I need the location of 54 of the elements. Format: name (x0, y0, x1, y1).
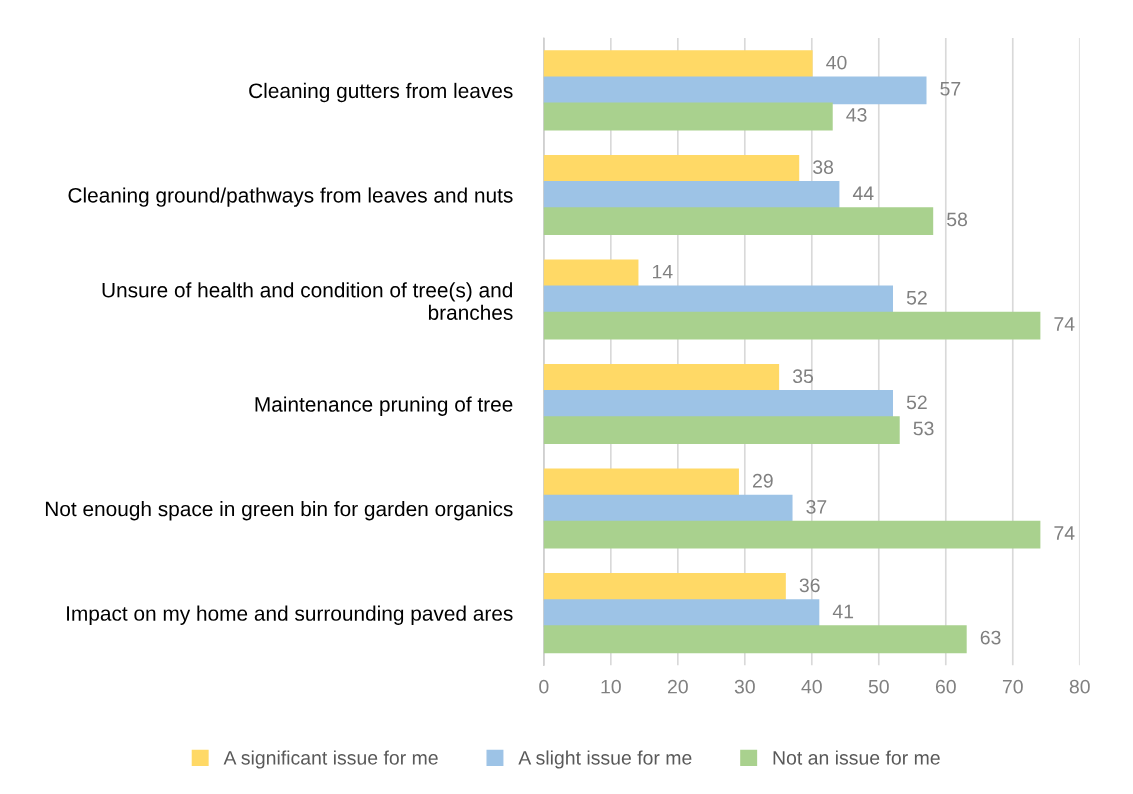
data-label: 74 (1054, 526, 1075, 540)
data-label: 74 (1054, 317, 1075, 331)
bar (543, 625, 967, 654)
bar (543, 50, 813, 79)
y-tick-label: Cleaning gutters from leaves (249, 82, 513, 103)
x-tick-label: 30 (734, 679, 755, 694)
y-tick-label: Impact on my home and surrounding paved ares (67, 605, 513, 625)
bar (543, 494, 793, 523)
bar (543, 599, 820, 628)
bar (543, 573, 786, 601)
x-tick-label: 40 (801, 679, 822, 694)
bar (543, 154, 800, 183)
legend-label: Not an issue for me (773, 750, 940, 765)
data-label: 63 (980, 630, 1001, 645)
data-label: 43 (846, 107, 867, 122)
data-label: 40 (826, 55, 847, 70)
x-tick-label: 10 (601, 679, 621, 694)
bar (543, 468, 739, 497)
data-label: 35 (792, 369, 813, 384)
data-label: 14 (653, 264, 673, 279)
data-label: 38 (813, 160, 834, 175)
bar (543, 207, 934, 235)
x-tick-label: 0 (539, 679, 549, 694)
y-tick-label: Not enough space in green bin for garden organics (45, 501, 513, 521)
x-tick-label: 60 (935, 679, 956, 694)
y-tick-label: Unsure of health and condition of tree(s) and branches (102, 282, 513, 320)
data-label: 57 (940, 82, 961, 96)
bar (543, 259, 639, 288)
data-label: 52 (906, 290, 927, 305)
x-tick-label: 70 (1002, 679, 1023, 694)
y-tick-label: Cleaning ground/pathways from leaves and nuts (68, 187, 513, 207)
data-label: 53 (913, 421, 934, 436)
bar (543, 311, 1041, 340)
bar (543, 285, 894, 314)
data-label: 44 (852, 186, 874, 200)
data-label: 58 (947, 212, 968, 227)
bar (543, 102, 833, 131)
legend-label: A slight issue for me (518, 750, 692, 769)
bar (543, 416, 900, 445)
bar (543, 181, 840, 209)
bar (543, 363, 780, 392)
x-tick-label: 50 (868, 679, 889, 694)
legend-label: A significant issue for me (223, 750, 438, 769)
x-tick-label: 20 (667, 679, 688, 694)
data-label: 41 (832, 604, 854, 619)
data-label: 36 (799, 578, 820, 593)
bar (543, 520, 1041, 549)
y-tick-label: Maintenance pruning of tree (255, 396, 513, 416)
data-label: 29 (752, 473, 773, 488)
bar (543, 390, 894, 418)
bar (543, 76, 927, 105)
data-label: 37 (806, 500, 827, 514)
data-label: 52 (906, 395, 927, 410)
x-tick-label: 80 (1069, 679, 1090, 694)
